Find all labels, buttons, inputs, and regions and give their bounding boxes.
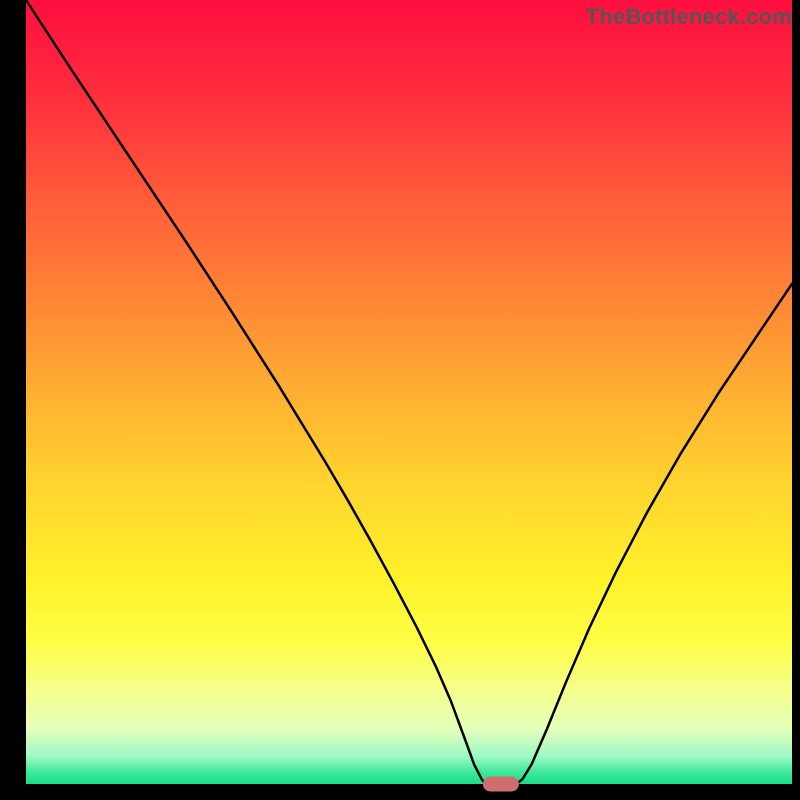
plot-background — [26, 0, 792, 784]
chart-container: TheBottleneck.com — [0, 0, 800, 800]
chart-svg — [0, 0, 800, 800]
attribution-label: TheBottleneck.com — [586, 4, 792, 30]
minimum-marker — [483, 777, 519, 792]
